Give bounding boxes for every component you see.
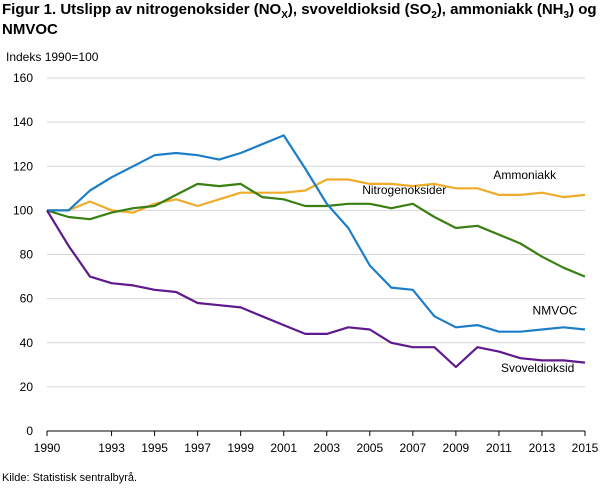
x-axis: 1990 1993 1995 1997 1999 2001 2003 2005 2007 2009… [34, 430, 599, 455]
y-tick-label: 40 [20, 336, 34, 350]
series-label-nitrogenoksider: Nitrogenoksider [362, 183, 446, 197]
x-tick-label: 2003 [313, 441, 340, 455]
x-tick-label: 1993 [98, 441, 125, 455]
x-tick-label: 1997 [184, 441, 211, 455]
x-tick-label: 2007 [399, 441, 426, 455]
y-tick-label: 0 [26, 424, 33, 438]
x-tick-label: 2005 [356, 441, 383, 455]
x-tick-label: 2001 [270, 441, 297, 455]
x-tick-label: 1995 [141, 441, 168, 455]
y-tick-label: 120 [13, 159, 33, 173]
series-label-svoveldioksid: Svoveldioksid [501, 361, 574, 375]
x-tick-label: 2015 [572, 441, 599, 455]
y-tick-label: 140 [13, 115, 33, 129]
x-tick-label: 1990 [34, 441, 61, 455]
series-lines [46, 134, 586, 369]
y-axis-ticks: 0 20 40 60 80 100 120 140 160 [13, 71, 33, 438]
series-line-nitrogenoksider [46, 182, 586, 278]
series-label-ammoniakk: Ammoniakk [493, 168, 557, 182]
x-tick-label: 2011 [486, 441, 512, 455]
chart-title: Figur 1. Utslipp av nitrogenoksider (NOX… [2, 1, 597, 38]
series-line-svoveldioksid [46, 209, 586, 369]
series-line-nmvoc [47, 134, 586, 333]
y-tick-label: 20 [20, 380, 34, 394]
x-tick-label: 1999 [227, 441, 254, 455]
y-tick-label: 160 [13, 71, 33, 85]
series-label-nmvoc: NMVOC [533, 304, 578, 318]
gridlines [47, 77, 585, 388]
y-axis-unit-label: Indeks 1990=100 [6, 50, 99, 64]
x-tick-label: 2009 [443, 441, 470, 455]
source-note: Kilde: Statistisk sentralbyrå. [2, 472, 138, 484]
y-tick-label: 60 [20, 292, 34, 306]
y-tick-label: 80 [20, 248, 34, 262]
series-labels: Ammoniakk Nitrogenoksider NMVOC Svoveldioks… [362, 168, 577, 375]
x-tick-label: 2013 [529, 441, 556, 455]
y-tick-label: 100 [13, 203, 33, 217]
